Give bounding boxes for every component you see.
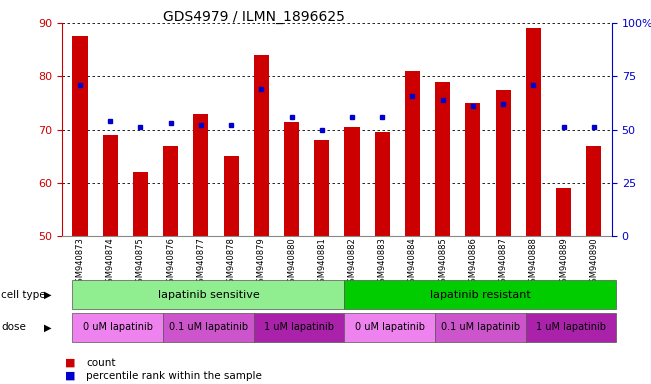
Bar <box>133 172 148 236</box>
Text: 0 uM lapatinib: 0 uM lapatinib <box>83 322 153 333</box>
Text: 0 uM lapatinib: 0 uM lapatinib <box>355 322 425 333</box>
Bar <box>344 127 359 236</box>
Text: ■: ■ <box>65 371 76 381</box>
Text: 0.1 uM lapatinib: 0.1 uM lapatinib <box>169 322 248 333</box>
Bar <box>465 103 480 236</box>
Bar <box>72 36 87 236</box>
Text: dose: dose <box>1 322 26 333</box>
Bar <box>163 146 178 236</box>
Text: cell type: cell type <box>1 290 46 300</box>
Bar <box>435 82 450 236</box>
Bar <box>284 122 299 236</box>
Bar <box>587 146 602 236</box>
Text: percentile rank within the sample: percentile rank within the sample <box>86 371 262 381</box>
Bar <box>556 188 571 236</box>
Bar <box>193 114 208 236</box>
Text: 1 uM lapatinib: 1 uM lapatinib <box>264 322 334 333</box>
Bar <box>495 89 510 236</box>
Bar <box>526 28 541 236</box>
Bar <box>314 140 329 236</box>
Text: ■: ■ <box>65 358 76 368</box>
Bar <box>405 71 420 236</box>
Bar <box>223 156 239 236</box>
Bar <box>103 135 118 236</box>
Text: count: count <box>86 358 115 368</box>
Bar <box>375 132 390 236</box>
Text: 0.1 uM lapatinib: 0.1 uM lapatinib <box>441 322 520 333</box>
Text: GDS4979 / ILMN_1896625: GDS4979 / ILMN_1896625 <box>163 10 345 23</box>
Bar <box>254 55 269 236</box>
Text: ▶: ▶ <box>44 322 52 333</box>
Text: ▶: ▶ <box>44 290 52 300</box>
Text: lapatinib sensitive: lapatinib sensitive <box>158 290 259 300</box>
Text: lapatinib resistant: lapatinib resistant <box>430 290 531 300</box>
Text: 1 uM lapatinib: 1 uM lapatinib <box>536 322 606 333</box>
